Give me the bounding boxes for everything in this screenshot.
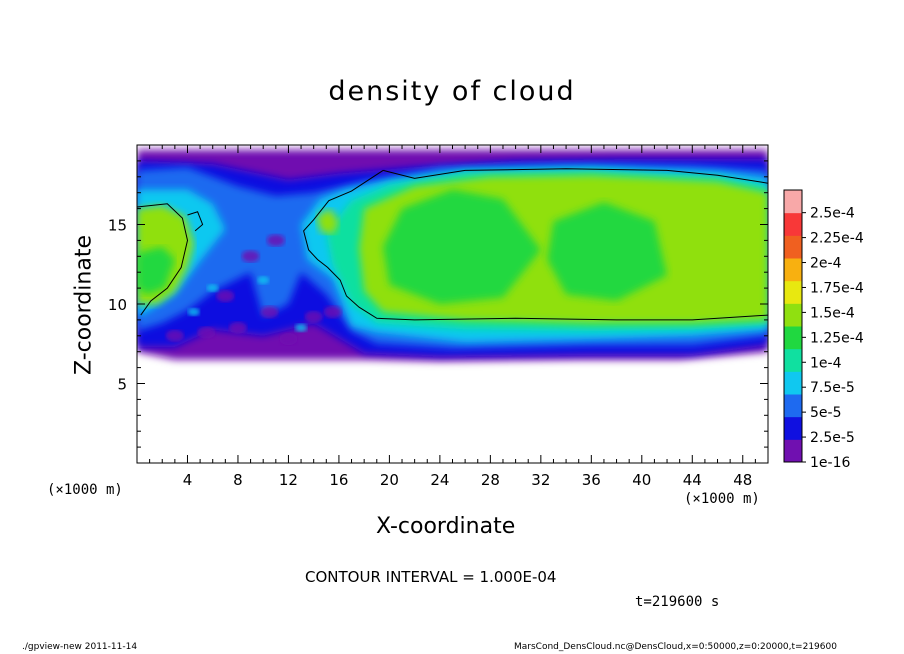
density-pocket bbox=[323, 305, 342, 318]
contour-line bbox=[187, 211, 204, 232]
colorbar-swatch bbox=[784, 394, 802, 418]
x-tick-label: 44 bbox=[683, 471, 702, 489]
density-region bbox=[316, 208, 339, 234]
density-pocket bbox=[257, 276, 270, 285]
colorbar-swatch bbox=[784, 303, 802, 327]
density-pocket bbox=[206, 284, 219, 293]
density-region bbox=[137, 246, 175, 295]
x-tick-label: 48 bbox=[733, 471, 752, 489]
x-tick-label: 4 bbox=[183, 471, 193, 489]
colorbar-swatch bbox=[784, 258, 802, 282]
density-pocket bbox=[304, 310, 323, 323]
x-axis-label: X-coordinate bbox=[376, 514, 516, 539]
colorbar-frame bbox=[783, 189, 803, 463]
colorbar-swatch bbox=[784, 371, 802, 395]
x-tick-label: 24 bbox=[430, 471, 449, 489]
colorbar-label: 1.75e-4 bbox=[810, 280, 864, 296]
footer-program-date: ./gpview-new 2011-11-14 bbox=[22, 642, 138, 652]
density-region bbox=[547, 202, 667, 301]
density-pocket bbox=[197, 326, 216, 339]
y-tick-label: 15 bbox=[108, 217, 127, 235]
y-axis-label: Z-coordinate bbox=[71, 235, 97, 375]
colorbar-swatch bbox=[784, 235, 802, 259]
contour-line bbox=[303, 169, 768, 321]
density-pocket bbox=[241, 250, 260, 263]
x-tick-label: 16 bbox=[329, 471, 348, 489]
colorbar-swatch bbox=[784, 190, 802, 214]
colorbar-label: 7.5e-5 bbox=[810, 380, 855, 396]
x-unit-label-left: (×1000 m) bbox=[47, 482, 123, 498]
density-pocket bbox=[295, 323, 308, 332]
density-pocket bbox=[260, 305, 279, 318]
colorbar-swatch bbox=[784, 348, 802, 372]
colorbar-label: 2e-4 bbox=[810, 256, 842, 272]
density-region bbox=[383, 189, 541, 304]
contour-line bbox=[382, 168, 768, 184]
colorbar-label: 1e-4 bbox=[810, 355, 842, 371]
contour-line-layer bbox=[137, 168, 768, 321]
chart-title: density of cloud bbox=[328, 76, 576, 107]
x-tick-label: 32 bbox=[531, 471, 550, 489]
colorbar: 1e-16 2.5e-5 5e-5 7.5e-5 1e-4 1.25e-4 1.5e-4 1.… bbox=[783, 189, 864, 471]
density-pocket bbox=[228, 321, 247, 334]
colorbar-label: 2.5e-4 bbox=[810, 206, 855, 222]
x-tick-label: 12 bbox=[279, 471, 298, 489]
contour-interval-label: CONTOUR INTERVAL = 1.000E-04 bbox=[305, 568, 557, 586]
contour-line bbox=[137, 203, 189, 316]
density-pocket bbox=[216, 290, 235, 303]
colorbar-label: 1e-16 bbox=[810, 455, 850, 471]
density-pocket bbox=[187, 307, 200, 316]
x-tick-label: 40 bbox=[632, 471, 651, 489]
colorbar-label: 1.5e-4 bbox=[810, 305, 855, 321]
x-tick-label: 28 bbox=[481, 471, 500, 489]
density-pocket bbox=[266, 234, 285, 247]
colorbar-label: 2.25e-4 bbox=[810, 231, 864, 247]
y-axis: 5 10 15 bbox=[108, 160, 768, 448]
colorbar-swatch bbox=[784, 326, 802, 350]
time-label: t=219600 s bbox=[635, 594, 720, 610]
colorbar-swatch bbox=[784, 280, 802, 304]
colorbar-label: 5e-5 bbox=[810, 405, 841, 421]
colorbar-swatch bbox=[784, 439, 802, 463]
colorbar-label: 2.5e-5 bbox=[810, 430, 855, 446]
x-unit-label-right: (×1000 m) bbox=[684, 491, 760, 507]
colorbar-swatch bbox=[784, 416, 802, 440]
density-pocket bbox=[279, 332, 298, 345]
x-axis: 4 8 12 16 20 24 28 32 36 40 44 48 bbox=[149, 145, 756, 489]
density-field bbox=[137, 149, 768, 362]
y-tick-label: 10 bbox=[108, 296, 127, 314]
colorbar-swatch bbox=[784, 212, 802, 236]
footer-data-source: MarsCond_DensCloud.nc@DensCloud,x=0:5000… bbox=[514, 642, 837, 652]
x-tick-label: 8 bbox=[233, 471, 243, 489]
y-tick-label: 5 bbox=[117, 376, 127, 394]
x-tick-label: 20 bbox=[380, 471, 399, 489]
density-pocket bbox=[165, 329, 184, 342]
colorbar-label: 1.25e-4 bbox=[810, 330, 864, 346]
x-tick-label: 36 bbox=[582, 471, 601, 489]
